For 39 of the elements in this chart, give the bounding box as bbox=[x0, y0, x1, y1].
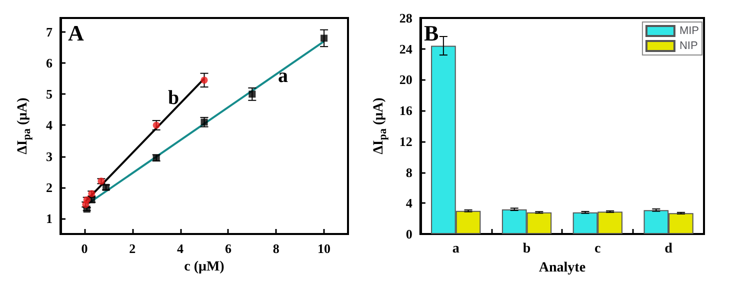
annotation: B bbox=[424, 20, 439, 46]
x-tick-label: 2 bbox=[129, 241, 136, 256]
x-tick-label: d bbox=[664, 242, 673, 256]
x-tick-label: 6 bbox=[224, 241, 232, 256]
y-tick-label: 6 bbox=[46, 56, 53, 71]
y-tick-label: 4 bbox=[46, 118, 53, 133]
point bbox=[248, 90, 256, 98]
point bbox=[320, 34, 328, 42]
y-tick-label: 24 bbox=[399, 41, 413, 56]
y-tick-label: 2 bbox=[46, 180, 52, 195]
y-tick-label: 1 bbox=[46, 210, 52, 226]
y-axis-title: ΔIpa (μA) bbox=[16, 97, 33, 154]
y-tick-label: 12 bbox=[399, 134, 412, 149]
y-tick-label: 3 bbox=[46, 148, 53, 164]
x-tick-label: c bbox=[594, 242, 601, 256]
x-tick-label: b bbox=[522, 242, 531, 256]
y-axis-title: ΔIpa (μA) bbox=[372, 97, 389, 154]
legend-label: NIP bbox=[679, 40, 698, 52]
x-tick-label: 4 bbox=[177, 241, 184, 256]
annotation: A bbox=[68, 20, 84, 46]
x-tick-label: 10 bbox=[318, 241, 331, 256]
y-tick-label: 5 bbox=[46, 86, 53, 102]
x-axis-title: c (μM) bbox=[184, 260, 225, 274]
point bbox=[200, 76, 208, 84]
x-axis-title: Analyte bbox=[538, 260, 586, 276]
y-tick-label: 4 bbox=[406, 196, 413, 211]
x-tick-label: 8 bbox=[272, 241, 280, 256]
annotation: b bbox=[168, 87, 180, 109]
y-tick-label: 16 bbox=[399, 103, 413, 118]
x-tick-label: 0 bbox=[81, 241, 88, 256]
y-tick-label: 7 bbox=[46, 24, 53, 40]
y-tick-label: 0 bbox=[406, 226, 412, 242]
annotation: a bbox=[278, 65, 288, 87]
y-tick-label: 20 bbox=[399, 72, 412, 88]
point bbox=[200, 118, 208, 126]
legend-label: MIP bbox=[679, 25, 700, 37]
y-tick-label: 28 bbox=[399, 10, 413, 26]
x-tick-label: a bbox=[452, 242, 460, 256]
y-tick-label: 8 bbox=[406, 164, 413, 180]
